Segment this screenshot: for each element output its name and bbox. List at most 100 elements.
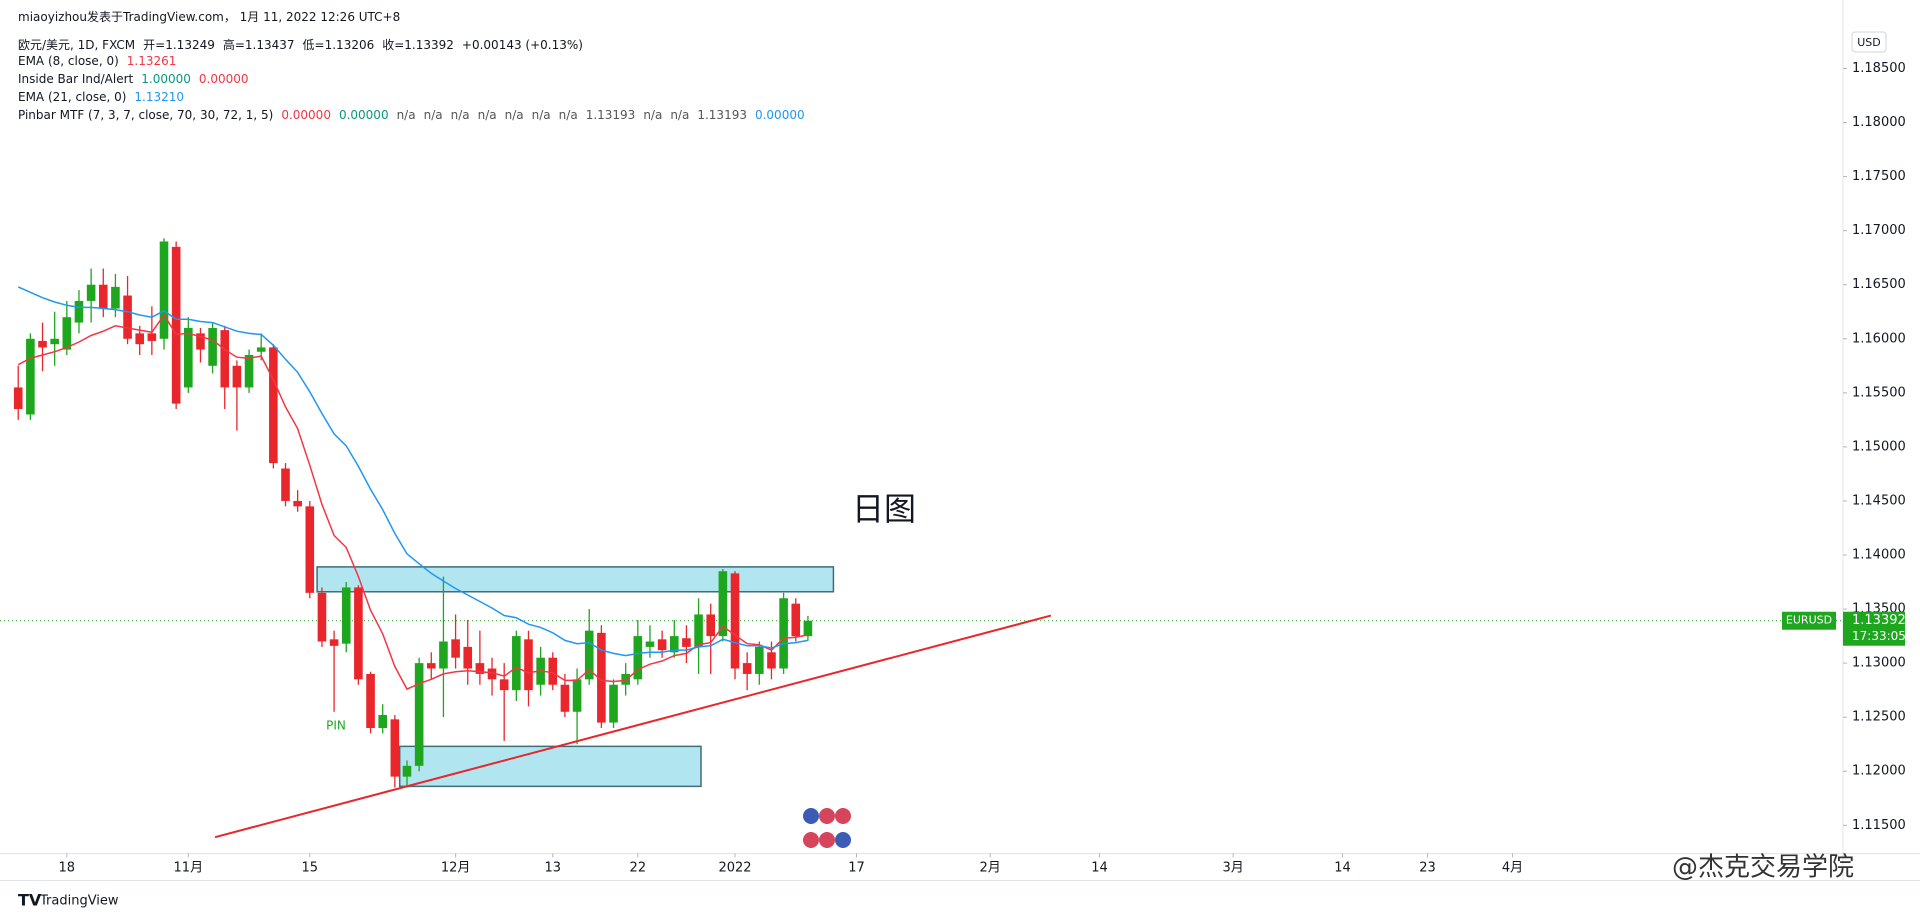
indicator-name: Inside Bar Ind/Alert bbox=[18, 72, 134, 86]
symbol-row: 欧元/美元, 1D, FXCM 开=1.13249 高=1.13437 低=1.132… bbox=[18, 36, 591, 53]
candle-body bbox=[706, 614, 716, 637]
y-tick-label: 1.12000 bbox=[1852, 764, 1906, 779]
x-tick-label: 2月 bbox=[980, 861, 1001, 876]
indicator-value: n/a bbox=[558, 108, 578, 122]
candle-body bbox=[755, 646, 764, 674]
author: miaoyizhou发表于TradingView.com， 1月 11, 202… bbox=[18, 10, 401, 24]
indicator-value: n/a bbox=[423, 108, 443, 122]
y-tick-label: 1.12500 bbox=[1852, 710, 1906, 725]
x-tick-label: 14 bbox=[1334, 861, 1351, 876]
candle-body bbox=[390, 719, 400, 777]
y-tick-label: 1.16500 bbox=[1852, 277, 1906, 292]
countdown: 17:33:05 bbox=[1852, 629, 1906, 643]
event-icon bbox=[819, 832, 835, 848]
candle-body bbox=[694, 614, 703, 647]
ohlc-value: 1.13206 bbox=[324, 38, 375, 52]
indicator-value: 0.00000 bbox=[338, 108, 389, 122]
candle-body bbox=[74, 300, 84, 323]
indicator-value: 0.00000 bbox=[198, 72, 249, 86]
candle-body bbox=[232, 365, 242, 388]
candle-body bbox=[196, 333, 205, 350]
candle-body bbox=[572, 679, 582, 712]
indicator-value: 1.13193 bbox=[585, 108, 636, 122]
candle-body bbox=[135, 333, 145, 345]
candle-body bbox=[50, 338, 59, 345]
candle-body bbox=[341, 587, 351, 644]
candle-body bbox=[499, 679, 509, 691]
candle-body bbox=[657, 639, 667, 651]
indicator-row: EMA (21, close, 0) 1.13210 bbox=[18, 90, 192, 104]
x-tick-label: 13 bbox=[545, 861, 562, 876]
candle-body bbox=[329, 639, 339, 646]
candle-body bbox=[414, 663, 424, 766]
candle-body bbox=[512, 636, 521, 691]
ema-line bbox=[17, 286, 809, 657]
candle-body bbox=[171, 246, 181, 404]
candle-body bbox=[621, 673, 630, 685]
candle-body bbox=[305, 506, 315, 593]
candle-body bbox=[147, 333, 157, 341]
ohlc-label: 高= bbox=[222, 38, 245, 52]
x-tick-label: 17 bbox=[848, 861, 865, 876]
candle-body bbox=[269, 347, 278, 464]
candle-body bbox=[317, 592, 327, 642]
candle-body bbox=[38, 340, 47, 348]
y-tick-label: 1.14000 bbox=[1852, 548, 1906, 563]
symbol-box bbox=[1782, 611, 1836, 630]
watermark: @杰克交易学院 bbox=[1672, 853, 1854, 883]
symbol-label: EURUSD bbox=[1786, 614, 1832, 627]
ohlc-label: 收= bbox=[382, 38, 405, 52]
candle-body bbox=[548, 657, 558, 685]
candle-body bbox=[86, 284, 96, 301]
x-tick-label: 23 bbox=[1419, 861, 1436, 876]
candle-body bbox=[609, 684, 618, 723]
indicator-name: EMA (21, close, 0) bbox=[18, 90, 127, 104]
indicator-row: Pinbar MTF (7, 3, 7, close, 70, 30, 72, … bbox=[18, 108, 813, 122]
annotation: 日图 bbox=[852, 490, 916, 528]
currency-box bbox=[1851, 31, 1887, 53]
candle-body bbox=[426, 663, 436, 669]
indicator-value: 1.00000 bbox=[141, 72, 191, 86]
candle-body bbox=[487, 668, 497, 680]
candle-body bbox=[645, 641, 655, 647]
y-tick-label: 1.11500 bbox=[1852, 818, 1906, 833]
candle-body bbox=[378, 715, 387, 728]
x-tick-label: 3月 bbox=[1222, 861, 1243, 876]
candle-body bbox=[244, 354, 254, 388]
indicator-name: Pinbar MTF (7, 3, 7, close, 70, 30, 72, … bbox=[18, 108, 274, 122]
ohlc-value: 1.13249 bbox=[165, 38, 215, 52]
candle-body bbox=[13, 387, 23, 410]
y-tick-label: 1.17000 bbox=[1852, 223, 1906, 238]
candle-body bbox=[220, 330, 230, 388]
indicator-value: n/a bbox=[670, 108, 690, 122]
candle-body bbox=[184, 327, 193, 388]
indicator-value: n/a bbox=[477, 108, 497, 122]
brand-logo: TV bbox=[18, 891, 42, 910]
ohlc-value: 1.13437 bbox=[244, 38, 295, 52]
x-tick-label: 2022 bbox=[718, 861, 751, 876]
x-tick-label: 4月 bbox=[1502, 861, 1523, 876]
indicator-value: n/a bbox=[531, 108, 551, 122]
y-tick-label: 1.14500 bbox=[1852, 493, 1906, 508]
candle-body bbox=[524, 639, 533, 691]
candle-body bbox=[123, 295, 132, 339]
candle-body bbox=[366, 673, 375, 728]
x-tick-label: 11月 bbox=[174, 861, 204, 876]
candle-body bbox=[669, 636, 679, 653]
x-tick-label: 14 bbox=[1091, 861, 1108, 876]
candle-body bbox=[208, 327, 217, 366]
trend-line bbox=[214, 614, 1052, 839]
candle-body bbox=[62, 317, 72, 350]
y-tick-label: 1.18500 bbox=[1852, 61, 1906, 76]
ohlc-label: 低= bbox=[302, 38, 325, 52]
candle-body bbox=[803, 620, 813, 637]
indicator-value: 0.00000 bbox=[281, 108, 331, 122]
candle-body bbox=[475, 663, 485, 674]
y-tick-label: 1.18000 bbox=[1852, 115, 1906, 130]
event-icon bbox=[819, 808, 835, 824]
candle-body bbox=[767, 652, 776, 669]
indicator-row: EMA (8, close, 0) 1.13261 bbox=[18, 54, 184, 68]
candle-body bbox=[742, 663, 752, 674]
indicator-value: 0.00000 bbox=[754, 108, 805, 122]
